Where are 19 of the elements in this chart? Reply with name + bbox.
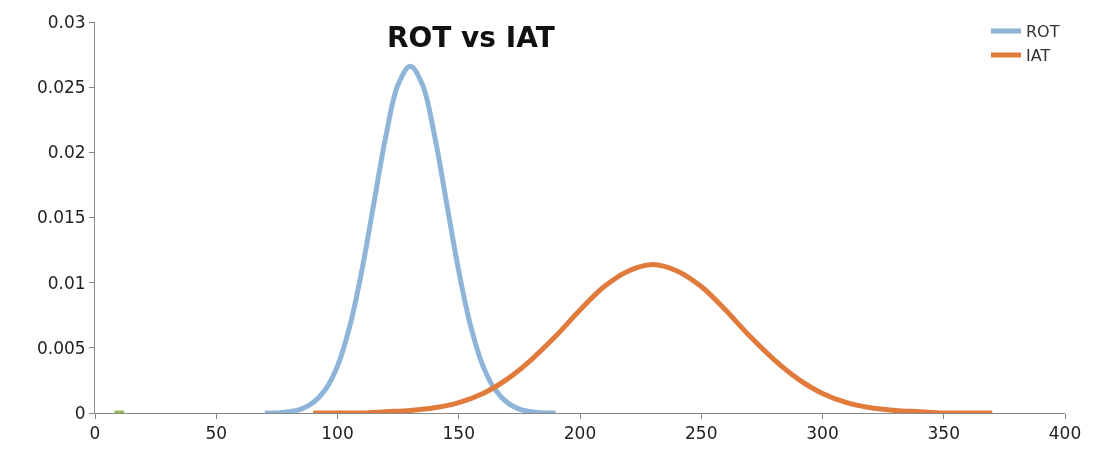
chart-title: ROT vs IAT: [386, 20, 555, 54]
x-tick-label: 300: [806, 423, 839, 444]
x-tick-label: 350: [927, 423, 960, 444]
x-tick-label: 0: [89, 423, 101, 444]
y-tick-label: 0.03: [47, 11, 86, 32]
y-tick-label: 0.01: [47, 272, 86, 293]
y-tick-label: 0.025: [36, 77, 86, 98]
x-tick-label: 200: [563, 423, 597, 444]
y-tick-label: 0.015: [36, 207, 86, 228]
x-tick-label: 400: [1048, 423, 1082, 444]
y-tick-label: 0: [74, 402, 86, 423]
x-tick-label: 150: [442, 423, 475, 444]
x-tick-label: 250: [685, 423, 718, 444]
y-tick-label: 0.005: [36, 337, 86, 358]
x-tick-label: 100: [321, 423, 354, 444]
y-tick-label: 0.02: [47, 142, 86, 163]
legend-label: ROT: [1026, 22, 1060, 42]
legend-label: IAT: [1026, 46, 1051, 66]
x-tick-label: 50: [205, 423, 228, 444]
